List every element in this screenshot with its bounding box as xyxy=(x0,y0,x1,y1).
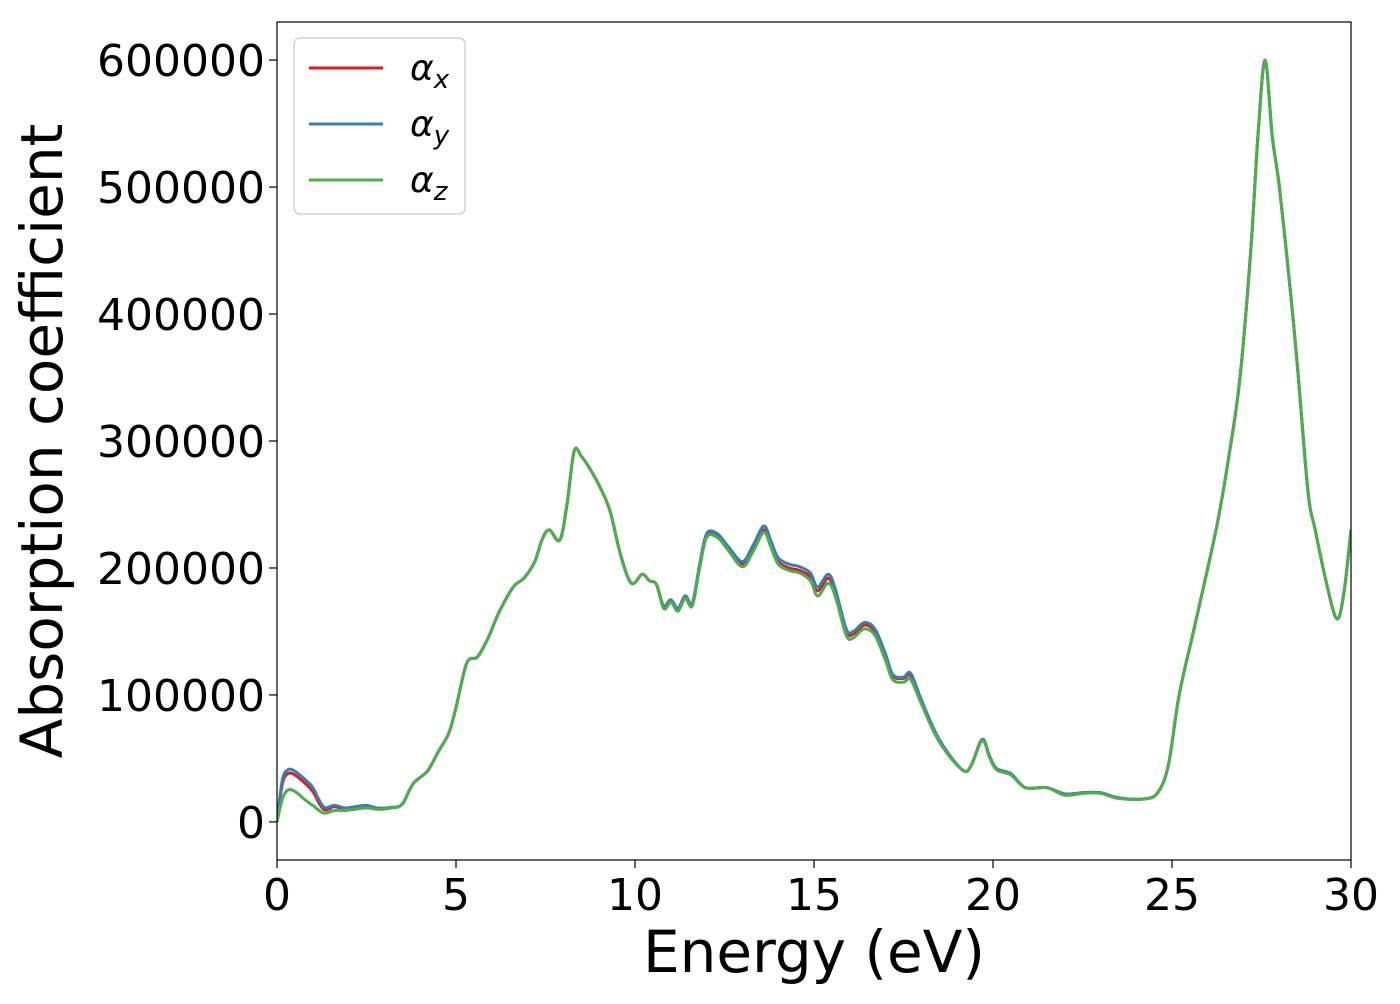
y-tick-label: 500000 xyxy=(97,163,265,214)
x-tick-label: 20 xyxy=(965,870,1021,921)
y-tick-label: 400000 xyxy=(97,290,265,341)
y-tick-label: 100000 xyxy=(97,671,265,722)
legend-label-x: αx xyxy=(410,48,450,95)
legend-frame xyxy=(293,37,466,215)
x-tick-label: 15 xyxy=(786,870,842,921)
x-tick-label: 0 xyxy=(263,870,291,921)
series-layer xyxy=(277,58,1351,823)
x-tick-label: 10 xyxy=(607,870,663,921)
x-tick-label: 25 xyxy=(1144,870,1200,921)
x-tick-label: 30 xyxy=(1323,870,1379,921)
x-axis-label: Energy (eV) xyxy=(643,918,985,986)
legend: αx αy αz xyxy=(293,37,466,215)
series-line-z xyxy=(277,58,1351,823)
x-tick-label: 5 xyxy=(442,870,470,921)
legend-label-z: αz xyxy=(410,160,449,207)
y-axis-ticks: 0 100000 200000 300000 400000 500000 600000 xyxy=(97,36,277,849)
y-tick-label: 300000 xyxy=(97,417,265,468)
y-tick-label: 600000 xyxy=(97,36,265,87)
y-tick-label: 200000 xyxy=(97,544,265,595)
legend-label-y: αy xyxy=(410,104,450,151)
y-tick-label: 0 xyxy=(237,798,265,849)
x-axis-ticks: 0 5 10 15 20 25 30 xyxy=(263,860,1379,921)
y-axis-label: Absorption coefficient xyxy=(8,124,76,759)
